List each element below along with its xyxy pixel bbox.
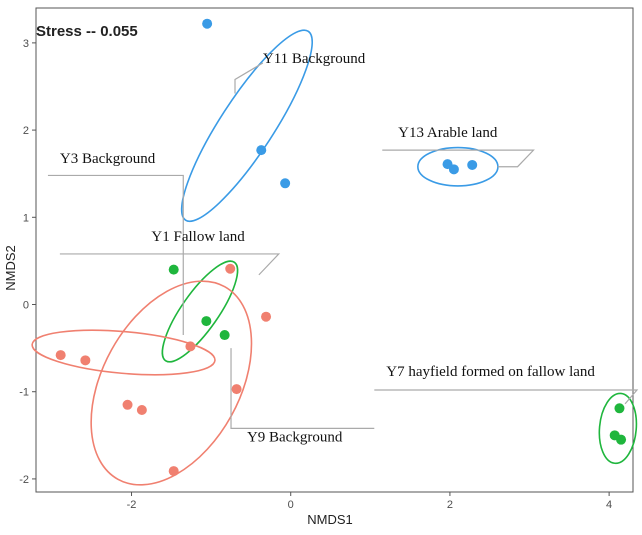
- annotation-label: Y3 Background: [60, 151, 156, 167]
- data-point: [136, 405, 147, 416]
- data-point: [225, 263, 236, 274]
- data-point: [219, 330, 230, 341]
- y-tick-label: 2: [23, 125, 29, 137]
- data-point: [448, 164, 459, 175]
- data-point: [467, 159, 478, 170]
- stress-label: Stress -- 0.055: [36, 23, 138, 40]
- data-point: [168, 466, 179, 477]
- annotation-leader-line: [374, 389, 639, 405]
- y-tick-label: -2: [19, 474, 29, 486]
- annotation-label: Y7 hayfield formed on fallow land: [386, 364, 595, 380]
- annotation-label: Y11 Background: [263, 51, 366, 67]
- group-ellipse: [598, 392, 638, 465]
- data-point: [55, 350, 66, 361]
- annotation-leader-line: [230, 348, 375, 429]
- data-point: [80, 355, 91, 366]
- data-point: [185, 341, 196, 352]
- data-point: [280, 178, 291, 189]
- annotation-leader-line: [234, 62, 264, 94]
- x-tick-label: -2: [127, 499, 137, 511]
- x-tick-label: 0: [288, 499, 294, 511]
- y-axis-title: NMDS2: [3, 245, 18, 291]
- y-tick-label: -1: [19, 387, 29, 399]
- annotation-label: Y13 Arable land: [398, 125, 498, 141]
- annotation-label: Y9 Background: [247, 429, 343, 445]
- x-tick-label: 2: [447, 499, 453, 511]
- data-point: [202, 18, 213, 29]
- data-point: [614, 403, 625, 414]
- data-point: [201, 316, 212, 327]
- data-point: [256, 145, 267, 156]
- x-tick-label: 4: [606, 499, 612, 511]
- data-point: [122, 399, 133, 410]
- data-point: [261, 311, 272, 322]
- y-tick-label: 0: [23, 300, 29, 312]
- annotation-leader-line: [382, 149, 535, 168]
- group-ellipse: [31, 329, 216, 376]
- group-ellipse: [161, 260, 239, 363]
- y-tick-label: 3: [23, 38, 29, 50]
- data-point: [231, 384, 242, 395]
- annotation-leader-line: [59, 253, 281, 276]
- y-tick-label: 1: [23, 212, 29, 224]
- data-point: [616, 434, 627, 445]
- plot-panel-border: [35, 7, 634, 493]
- group-ellipse: [180, 29, 314, 223]
- data-point: [168, 264, 179, 275]
- x-axis-title: NMDS1: [307, 512, 353, 527]
- annotation-label: Y1 Fallow land: [151, 229, 245, 245]
- annotation-leader-line: [47, 174, 184, 336]
